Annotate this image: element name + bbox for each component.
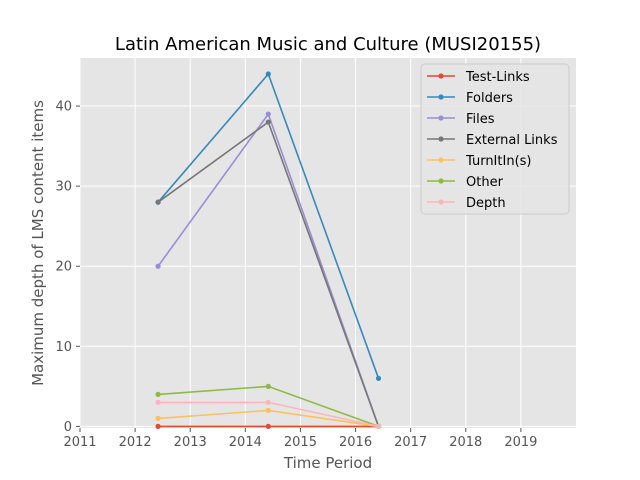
- x-tick-label: 2016: [339, 435, 372, 450]
- data-point: [155, 199, 161, 205]
- x-tick-label: 2013: [174, 435, 207, 450]
- data-point: [265, 111, 271, 117]
- legend-marker: [438, 157, 444, 163]
- legend-marker: [438, 115, 444, 121]
- data-point: [265, 383, 271, 389]
- data-point: [265, 119, 271, 125]
- legend-box: [420, 63, 570, 215]
- y-tick-label: 20: [55, 260, 72, 275]
- x-tick-label: 2014: [229, 435, 262, 450]
- legend-item: Test-Links: [427, 70, 530, 85]
- legend-marker: [438, 136, 444, 142]
- x-tick-label: 2011: [63, 435, 96, 450]
- data-point: [155, 423, 161, 429]
- legend-marker: [438, 94, 444, 100]
- legend-marker: [438, 73, 444, 79]
- legend: Test-Links Folders Files External Links Turn…: [420, 63, 570, 215]
- x-tick-label: 2019: [504, 435, 537, 450]
- y-axis: 0 10 20 30 40: [55, 100, 80, 435]
- x-tick-label: 2015: [284, 435, 317, 450]
- series-lines: [155, 71, 382, 429]
- data-point: [155, 415, 161, 421]
- legend-label: Test-Links: [465, 70, 530, 85]
- data-point: [155, 391, 161, 397]
- data-point: [155, 399, 161, 405]
- data-point: [265, 407, 271, 413]
- x-axis-title: Time Period: [283, 454, 372, 472]
- legend-item: TurnItIn(s): [427, 154, 531, 169]
- data-point: [375, 375, 382, 381]
- data-point: [265, 423, 271, 429]
- x-axis: 2011 2012 2013 2014 2015 2016 2017 2018 2019: [63, 428, 537, 450]
- x-tick-label: 2017: [394, 435, 427, 450]
- legend-label: Files: [466, 112, 495, 127]
- y-tick-label: 40: [55, 100, 72, 115]
- legend-item: External Links: [427, 133, 558, 148]
- x-tick-label: 2018: [449, 435, 482, 450]
- legend-label: Other: [466, 175, 504, 190]
- y-tick-label: 0: [64, 420, 72, 435]
- legend-label: Depth: [466, 196, 506, 211]
- data-point: [265, 71, 271, 77]
- data-point: [375, 423, 382, 429]
- series-depth: [155, 399, 382, 429]
- x-tick-label: 2012: [119, 435, 152, 450]
- legend-item: Depth: [427, 196, 506, 211]
- y-tick-label: 10: [55, 340, 72, 355]
- y-tick-label: 30: [55, 180, 72, 195]
- legend-marker: [438, 199, 444, 205]
- legend-marker: [438, 178, 444, 184]
- legend-item: Folders: [427, 91, 513, 106]
- legend-label: External Links: [466, 133, 558, 148]
- chart-title: Latin American Music and Culture (MUSI20…: [115, 34, 541, 55]
- legend-label: TurnItIn(s): [465, 154, 531, 169]
- data-point: [155, 263, 161, 269]
- data-point: [265, 399, 271, 405]
- legend-item: Files: [427, 112, 495, 127]
- legend-label: Folders: [466, 91, 513, 106]
- legend-item: Other: [427, 175, 504, 190]
- y-axis-title: Maximum depth of LMS content items: [29, 100, 47, 386]
